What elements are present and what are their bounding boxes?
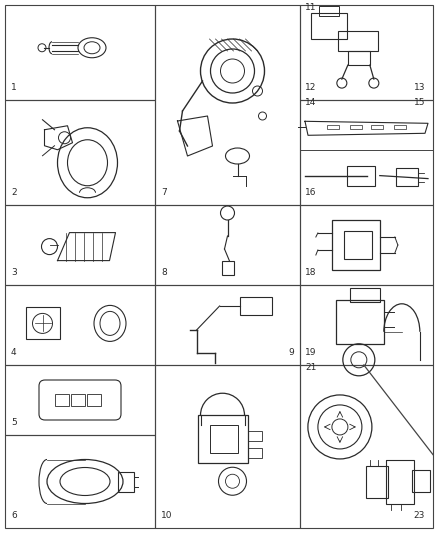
Bar [198, 415, 247, 463]
Bar [87, 394, 101, 406]
Text: 7: 7 [161, 188, 167, 197]
Bar [327, 125, 339, 130]
Text: 10: 10 [161, 511, 173, 520]
Bar [348, 51, 370, 65]
Bar [366, 466, 388, 498]
Text: 2: 2 [11, 188, 17, 197]
Bar [300, 100, 433, 205]
Bar [55, 394, 69, 406]
Text: 13: 13 [413, 83, 425, 92]
Bar [350, 288, 380, 302]
Text: 3: 3 [11, 268, 17, 277]
Text: 5: 5 [11, 418, 17, 427]
Text: 1: 1 [11, 83, 17, 92]
Bar [394, 125, 406, 130]
Bar [336, 300, 384, 344]
Bar [247, 448, 261, 458]
Bar [344, 231, 372, 259]
Bar [5, 205, 155, 285]
Text: 14: 14 [305, 98, 316, 107]
Bar [155, 285, 300, 365]
Bar [300, 5, 433, 100]
Bar [300, 365, 433, 528]
Text: 16: 16 [305, 188, 317, 197]
Text: 21: 21 [305, 363, 316, 372]
Bar [240, 297, 272, 315]
Bar [386, 461, 414, 504]
Text: 18: 18 [305, 268, 317, 277]
Bar [222, 261, 233, 275]
Bar [371, 125, 383, 130]
Bar [118, 472, 134, 491]
Text: 12: 12 [305, 83, 316, 92]
Bar [247, 431, 261, 441]
Bar [5, 285, 155, 365]
Bar [155, 5, 300, 205]
Text: 4: 4 [11, 348, 17, 357]
Bar [332, 220, 380, 270]
Text: 9: 9 [288, 348, 294, 357]
Bar [5, 435, 155, 528]
Bar [319, 6, 339, 16]
Text: 8: 8 [161, 268, 167, 277]
Text: 23: 23 [413, 511, 425, 520]
Bar [209, 425, 237, 453]
Text: 19: 19 [305, 348, 317, 357]
Text: 11: 11 [305, 3, 317, 12]
Bar [346, 166, 374, 185]
Bar [300, 205, 433, 285]
Bar [155, 205, 300, 285]
Bar [5, 5, 155, 100]
Bar [71, 394, 85, 406]
Bar [155, 365, 300, 528]
Bar [25, 308, 60, 340]
Bar [311, 13, 347, 39]
Text: 6: 6 [11, 511, 17, 520]
Bar [350, 125, 362, 130]
Bar [396, 167, 418, 185]
Bar [5, 100, 155, 205]
Bar [338, 31, 378, 51]
Bar [300, 285, 433, 365]
Bar [5, 365, 155, 435]
Text: 15: 15 [413, 98, 425, 107]
Bar [412, 470, 430, 492]
